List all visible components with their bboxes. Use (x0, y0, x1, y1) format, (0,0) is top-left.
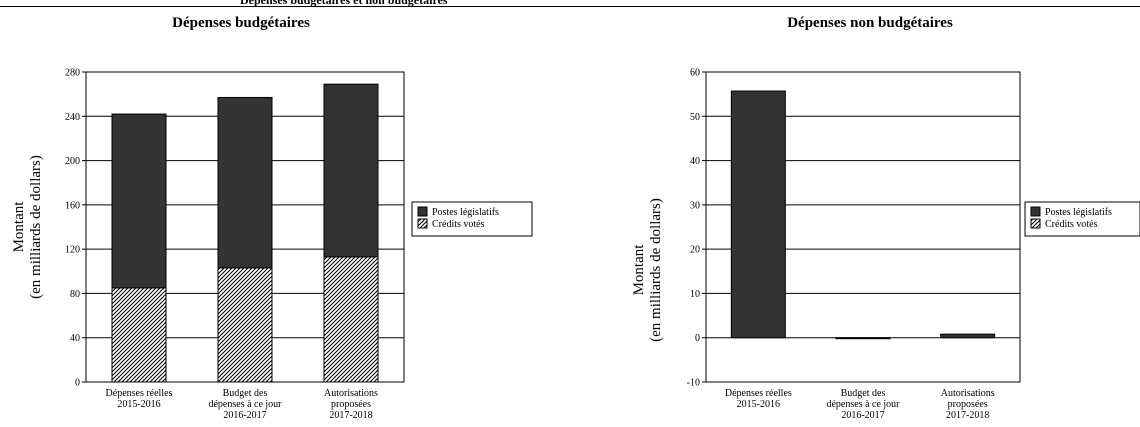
legend-swatch (1030, 206, 1041, 217)
x-category-label-line: proposées (948, 399, 988, 410)
x-category-label-line: dépenses à ce jour (208, 399, 282, 410)
y-axis-label-line: Montant (631, 244, 647, 296)
y-tick-label: 120 (65, 245, 80, 256)
chart-2: Dépenses non budgétaires Montant(en milli… (631, 15, 1140, 421)
y-tick-label: 30 (690, 200, 700, 211)
y-tick-label: 280 (65, 68, 80, 79)
y-axis-label-line: (en milliards de dollars) (648, 198, 664, 342)
x-category-label-line: dépenses à ce jour (826, 399, 900, 410)
y-tick-label: -10 (687, 378, 700, 389)
legend-label: Postes législatifs (1045, 207, 1112, 218)
chart-1: Dépenses budgétaires Montant(en milliards… (11, 15, 533, 421)
x-category-label-line: 2016-2017 (223, 410, 266, 421)
bar-postes-legislatifs (323, 83, 379, 258)
chart-title: Dépenses budgétaires (172, 15, 310, 31)
x-category-label-line: proposées (331, 399, 371, 410)
x-category-label: Dépenses réelles 2015-2016 (725, 388, 792, 410)
x-category-label: Budget des dépenses à ce jour 2016-2017 (208, 388, 282, 421)
x-category-label-line: Autorisations (941, 388, 995, 399)
bar-credits-votes (217, 267, 273, 383)
y-tick-label: 60 (690, 68, 700, 79)
bar-postes-legislatifs (940, 333, 996, 339)
plot-frame (705, 71, 1021, 383)
y-tick-label: 200 (65, 156, 80, 167)
y-axis-label-line: Montant (11, 201, 27, 253)
legend-swatch (417, 206, 428, 217)
y-tick-label: 160 (65, 200, 80, 211)
x-category-label-line: 2015-2016 (117, 399, 160, 410)
y-tick-label: 0 (75, 378, 80, 389)
y-tick-label: 40 (70, 333, 80, 344)
legend-swatch (417, 218, 428, 229)
top-header-strip: Dépenses budgétaires et non budgétaires (0, 0, 1140, 8)
y-axis-label-line: (en milliards de dollars) (28, 155, 44, 299)
y-axis-label: Montant(en milliards de dollars) (11, 155, 44, 299)
truncated-header-text: Dépenses budgétaires et non budgétaires (240, 0, 448, 7)
y-tick-label: 40 (690, 156, 700, 167)
y-tick-label: 0 (695, 333, 700, 344)
legend-label: Crédits votés (1045, 219, 1098, 230)
x-category-label: Autorisations proposées 2017-2018 (324, 388, 378, 421)
bar-postes-legislatifs (111, 113, 167, 289)
x-category-label-line: Dépenses réelles (725, 388, 792, 399)
bar-credits-votes (323, 256, 379, 383)
legend-label: Crédits votés (432, 219, 485, 230)
x-category-label-line: 2017-2018 (946, 410, 989, 421)
header-rule (0, 6, 1140, 7)
x-category-label-line: 2016-2017 (841, 410, 884, 421)
chart-title: Dépenses non budgétaires (787, 15, 953, 31)
y-tick-label: 20 (690, 245, 700, 256)
x-category-label-line: Dépenses réelles (106, 388, 173, 399)
x-category-label: Budget des dépenses à ce jour 2016-2017 (826, 388, 900, 421)
legend-box (411, 201, 533, 237)
x-category-label-line: 2015-2016 (737, 399, 780, 410)
legend-box (1024, 201, 1140, 237)
y-axis-label: Montant(en milliards de dollars) (631, 198, 664, 342)
x-category-label-line: Budget des (841, 388, 886, 399)
x-category-label: Dépenses réelles 2015-2016 (106, 388, 173, 410)
bar-credits-votes (111, 287, 167, 383)
y-tick-label: 50 (690, 112, 700, 123)
y-tick-label: 240 (65, 112, 80, 123)
legend-label: Postes législatifs (432, 207, 499, 218)
legend-swatch (1030, 218, 1041, 229)
x-category-label-line: Autorisations (324, 388, 378, 399)
y-tick-label: 10 (690, 289, 700, 300)
bar-postes-legislatifs (217, 96, 273, 269)
x-category-label-line: 2017-2018 (329, 410, 372, 421)
bar-postes-legislatifs (835, 337, 891, 340)
plot-frame (85, 71, 405, 383)
x-category-label-line: Budget des (223, 388, 268, 399)
bar-postes-legislatifs (730, 90, 786, 339)
x-category-label: Autorisations proposées 2017-2018 (941, 388, 995, 421)
y-tick-label: 80 (70, 289, 80, 300)
